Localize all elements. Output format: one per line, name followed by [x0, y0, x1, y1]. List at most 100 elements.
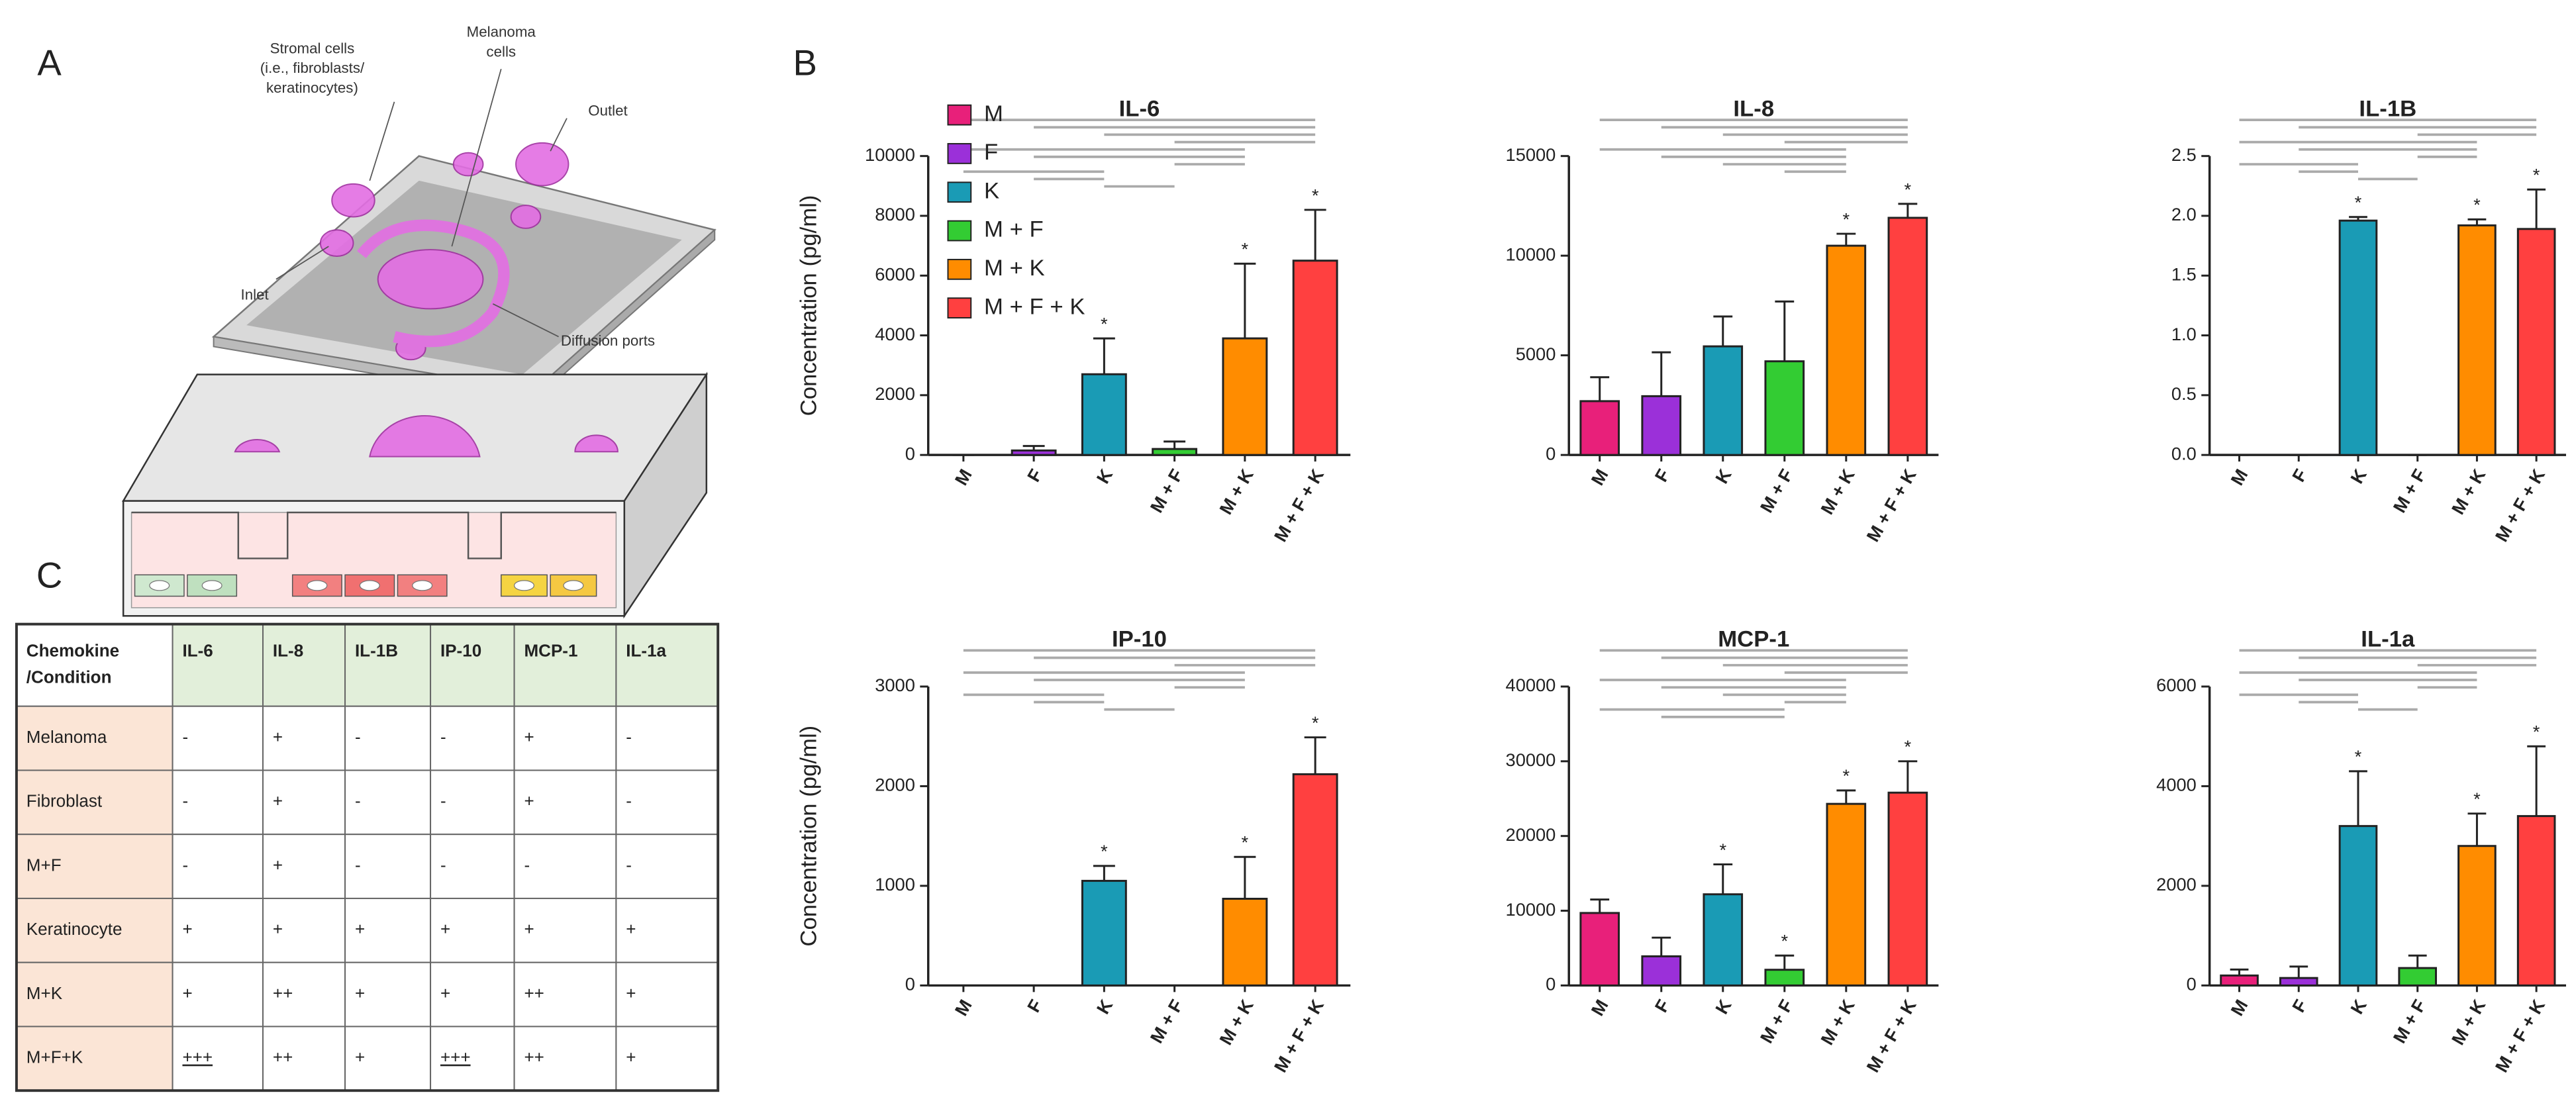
y-tick-label: 1.5 — [2171, 264, 2197, 284]
table-cell-text: + — [626, 983, 636, 1003]
table-cell — [615, 961, 719, 1028]
x-tick-label: M + F — [1756, 465, 1797, 516]
x-tick-label: M + F — [2389, 465, 2430, 516]
bar — [1081, 373, 1127, 456]
x-tick-label: M — [2226, 996, 2252, 1019]
diagram-label: Outlet — [588, 103, 628, 119]
table-header-cell — [615, 623, 719, 707]
table-cell-text: + — [524, 727, 534, 747]
table-header-text: IL-1B — [355, 641, 398, 661]
table-cell-text: + — [524, 791, 534, 811]
y-tick-label: 0.0 — [2171, 443, 2197, 463]
diagram-label: keratinocytes) — [266, 79, 358, 96]
legend-label: M + F — [984, 217, 1044, 242]
x-tick-label: M — [2226, 465, 2252, 489]
table-cell-text: ++ — [273, 983, 293, 1003]
legend-swatch — [947, 258, 972, 280]
y-tick-label: 40000 — [1506, 675, 1556, 695]
legend-swatch — [947, 104, 972, 126]
x-tick-label: M — [1587, 996, 1612, 1019]
y-tick-label: 4000 — [2156, 775, 2197, 795]
table-cell-text: - — [182, 855, 188, 875]
x-tick-label: M — [951, 996, 976, 1019]
x-tick-label: M + K — [2448, 996, 2490, 1048]
bar — [1887, 791, 1928, 987]
table-cell — [344, 897, 432, 963]
bar — [1764, 360, 1805, 456]
table-header-text: IP-10 — [440, 641, 481, 661]
bar — [1292, 773, 1338, 987]
table-header-text: IL-6 — [182, 641, 213, 661]
x-tick-label: M — [1587, 465, 1612, 489]
table-header-cell — [262, 623, 346, 707]
diagram-label: Stromal cells — [270, 40, 355, 56]
bar — [1826, 802, 1867, 987]
bar — [2220, 974, 2259, 987]
x-tick-label: F — [2288, 996, 2311, 1016]
table-cell-text: ++ — [524, 983, 544, 1003]
x-tick-label: K — [2346, 996, 2371, 1018]
table-cell-text: - — [524, 855, 530, 875]
bar — [1152, 448, 1198, 456]
diagram-label: cells — [486, 43, 516, 60]
x-tick-label: F — [2288, 465, 2311, 485]
table-cell-text: Fibroblast — [26, 791, 103, 811]
legend-label: F — [984, 140, 998, 165]
table-cell — [430, 834, 515, 899]
table-cell-text: - — [355, 791, 361, 811]
legend-label: K — [984, 178, 999, 203]
y-tick-label: 0.5 — [2171, 383, 2197, 404]
y-tick-label: 4000 — [875, 324, 915, 344]
table-cell-text: M+F — [26, 855, 62, 875]
table-cell-text: + — [355, 919, 365, 939]
x-tick-label: M + K — [2448, 465, 2490, 518]
table-cell-text: - — [440, 727, 446, 747]
y-tick-label: 0 — [2187, 974, 2197, 994]
chart-title: IL-1B — [2359, 96, 2416, 121]
table-cell — [344, 834, 432, 899]
x-tick-label: M + F — [2389, 996, 2430, 1047]
table-header-text: MCP-1 — [524, 641, 577, 661]
significance-star: * — [1101, 841, 1108, 861]
y-tick-label: 20000 — [1506, 824, 1556, 845]
y-tick-label: 0 — [1546, 443, 1556, 463]
y-tick-label: 10000 — [1506, 899, 1556, 920]
chip-diagram: Stromal cells (i.e., fibroblasts/ kerati… — [122, 24, 717, 619]
table-header-text: /Condition — [26, 667, 112, 687]
bar — [1292, 260, 1338, 456]
y-tick-label: 2000 — [2156, 874, 2197, 894]
y-tick-label: 0 — [1546, 974, 1556, 994]
table-cell — [172, 897, 264, 963]
significance-star: * — [2355, 192, 2362, 213]
y-tick-label: 3000 — [875, 675, 915, 695]
table-cell-text: + — [440, 919, 450, 939]
x-tick-label: F — [1023, 996, 1046, 1016]
x-tick-label: M + F + K — [1862, 465, 1920, 546]
panel-label: A — [37, 43, 62, 83]
significance-star: * — [1312, 185, 1319, 205]
table-header-cell — [344, 623, 432, 707]
x-tick-label: M + K — [1215, 465, 1258, 518]
significance-star: * — [1101, 313, 1108, 334]
y-tick-label: 6000 — [875, 264, 915, 284]
bar — [1641, 955, 1682, 987]
x-tick-label: F — [1650, 996, 1673, 1016]
significance-star: * — [2473, 789, 2481, 809]
chart-title: IP-10 — [1112, 627, 1167, 652]
bar — [2398, 967, 2437, 987]
y-tick-label: 6000 — [2156, 675, 2197, 695]
significance-star: * — [1905, 736, 1912, 757]
significance-star: * — [1312, 712, 1319, 733]
x-tick-label: K — [2346, 465, 2371, 487]
x-tick-label: M + K — [1816, 465, 1859, 518]
table-cell-text: + — [524, 919, 534, 939]
x-tick-label: M + F — [1146, 996, 1187, 1047]
table-header-cell — [172, 623, 264, 707]
table-cell-text: ++ — [524, 1047, 544, 1067]
bar — [1579, 400, 1620, 456]
table-cell-text: + — [182, 919, 192, 939]
table-cell-text: + — [355, 1047, 365, 1067]
table-cell-text: + — [626, 919, 636, 939]
table-cell — [430, 1026, 515, 1092]
